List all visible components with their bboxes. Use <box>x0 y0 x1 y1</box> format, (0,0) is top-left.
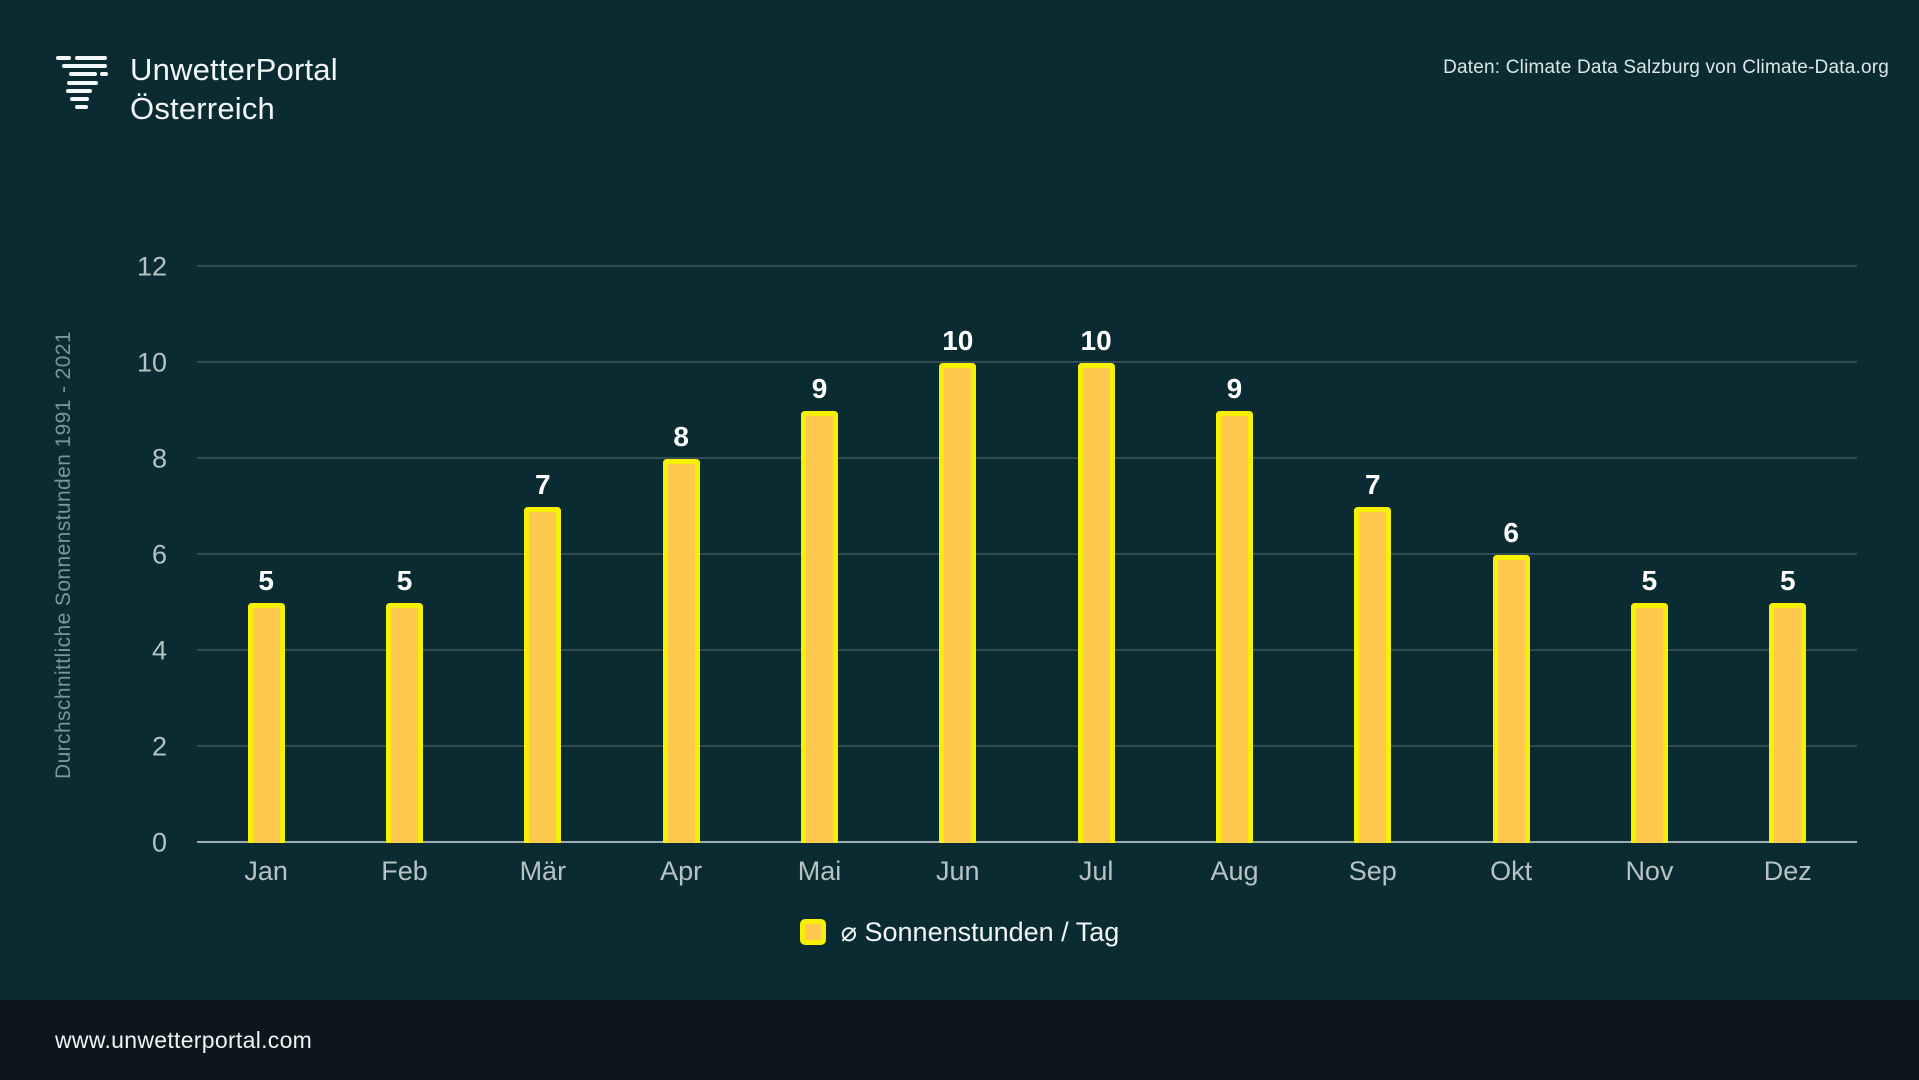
bar <box>524 507 562 843</box>
x-axis-label: Sep <box>1348 856 1397 886</box>
data-source-note: Daten: Climate Data Salzburg von Climate… <box>1443 57 1889 78</box>
y-axis-tick: 12 <box>136 251 167 282</box>
legend-label: ⌀ Sonnenstunden / Tag <box>840 916 1120 947</box>
bar-column: 7 <box>474 267 612 843</box>
bar <box>1077 363 1115 843</box>
bar-column: 10 <box>1027 267 1165 843</box>
bar-value-label: 5 <box>1641 565 1658 596</box>
bar-value-label: 7 <box>1365 469 1381 500</box>
legend-swatch <box>799 919 826 945</box>
bar-value-label: 7 <box>535 469 551 500</box>
tornado-icon <box>55 56 108 112</box>
bar-value-label: 5 <box>396 565 413 596</box>
bar-column: 5 <box>1580 267 1718 843</box>
legend: ⌀ Sonnenstunden / Tag <box>0 912 1919 952</box>
bar-value-label: 5 <box>1779 565 1796 596</box>
y-axis-tick: 6 <box>151 539 167 570</box>
y-axis-tick: 0 <box>151 827 167 858</box>
bar-value-label: 6 <box>1503 517 1519 548</box>
gridline <box>197 649 1857 651</box>
bar <box>1769 603 1807 843</box>
x-axis-label: Mär <box>519 856 567 886</box>
brand-title-line2: Österreich <box>130 91 275 126</box>
x-axis-line <box>197 841 1857 843</box>
footer-url: www.unwetterportal.com <box>55 1026 313 1053</box>
y-axis-tick: 8 <box>151 443 167 474</box>
gridline <box>197 361 1857 363</box>
bar <box>800 411 838 843</box>
gridline <box>197 745 1857 747</box>
x-axis-labels: Jan Feb Mär Apr Mai Jun Jul Aug Sep Okt Nov Dez <box>197 856 1857 887</box>
bar <box>1215 411 1253 843</box>
gridline <box>197 265 1857 267</box>
bar <box>1630 603 1668 843</box>
bar-column: 7 <box>1304 267 1442 843</box>
bar-column: 9 <box>750 267 888 843</box>
bar-value-label: 5 <box>258 565 274 596</box>
bar <box>1492 555 1530 843</box>
bar <box>662 459 700 843</box>
y-axis-tick: 10 <box>136 347 167 378</box>
bar-value-label: 10 <box>942 325 974 356</box>
x-axis-label: Jul <box>1078 856 1114 886</box>
bars-row: 5 5 7 8 9 10 10 9 7 6 5 5 <box>197 267 1857 843</box>
brand-logo: UnwetterPortal Österreich <box>55 50 338 128</box>
bar-column: 10 <box>889 267 1027 843</box>
x-axis-label: Jun <box>936 856 980 886</box>
brand-title-line1: UnwetterPortal <box>130 52 338 87</box>
x-axis-label: Mai <box>797 856 842 886</box>
bar-value-label: 8 <box>673 421 689 452</box>
x-axis-label: Okt <box>1490 856 1533 886</box>
x-axis-label: Aug <box>1210 856 1259 886</box>
bar-column: 5 <box>197 267 335 843</box>
y-axis-label: Durchschnittliche Sonnenstunden 1991 - 2… <box>52 331 75 779</box>
y-axis-tick: 2 <box>151 731 167 762</box>
x-axis-label: Feb <box>381 856 428 886</box>
bar-column: 5 <box>335 267 473 843</box>
bar-value-label: 9 <box>1226 373 1243 404</box>
x-axis-label: Apr <box>660 856 703 886</box>
plot-area: 0 2 4 6 8 10 12 5 5 7 8 9 10 10 9 7 6 5 5 <box>137 253 1857 856</box>
gridline <box>197 553 1857 555</box>
bar-value-label: 9 <box>811 373 828 404</box>
bar <box>939 363 977 843</box>
bar-column: 5 <box>1719 267 1857 843</box>
brand-title: UnwetterPortal Österreich <box>130 50 338 128</box>
bar <box>1354 507 1392 843</box>
bar-column: 9 <box>1165 267 1303 843</box>
x-axis-label: Dez <box>1763 856 1812 886</box>
bar-column: 8 <box>612 267 750 843</box>
y-axis-tick: 4 <box>151 635 167 666</box>
bar <box>247 603 285 843</box>
footer-bar: www.unwetterportal.com <box>0 1000 1919 1080</box>
x-axis-label: Nov <box>1625 856 1674 886</box>
bar <box>385 603 423 843</box>
bar-column: 6 <box>1442 267 1580 843</box>
x-axis-label: Jan <box>244 856 288 886</box>
bar-value-label: 10 <box>1080 325 1112 356</box>
gridline <box>197 457 1857 459</box>
